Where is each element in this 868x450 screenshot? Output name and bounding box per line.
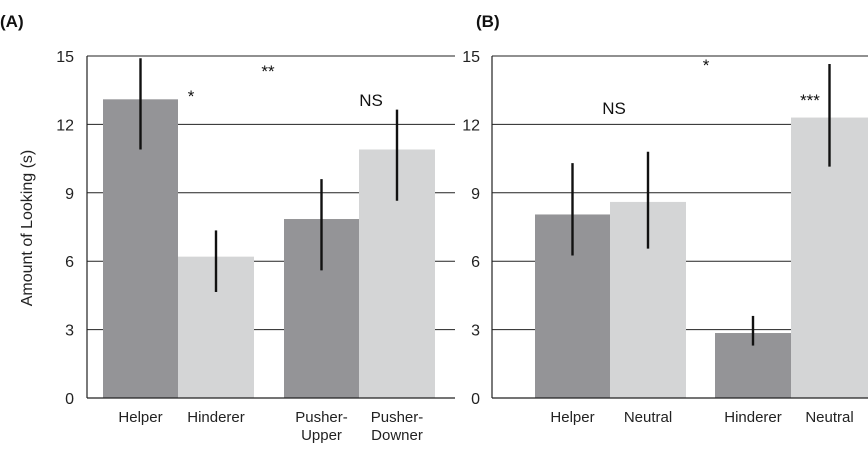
chart1-annotation-3: NS <box>359 91 383 110</box>
chart2-xtick-label-2: Neutral <box>624 409 672 426</box>
chart1-ytick-6: 6 <box>65 254 74 271</box>
chart2-annotation-1: * <box>703 56 710 75</box>
chart2-xtick-label-1: Helper <box>550 409 594 426</box>
chart1-xtick-label-4-line-1: Pusher- <box>371 409 424 426</box>
chart2-xtick-label-3: Hinderer <box>724 409 782 426</box>
chart1-ytick-12: 12 <box>56 117 74 134</box>
chart2-ytick-15: 15 <box>462 49 480 66</box>
chart1-annotation-2: ** <box>261 62 275 81</box>
chart1-ytick-3: 3 <box>65 323 74 340</box>
chart2-xtick-label-4: Neutral <box>805 409 853 426</box>
chart1-annotation-1: * <box>188 87 195 106</box>
chart2-annotation-2: NS <box>602 99 626 118</box>
chart2-annotation-3: *** <box>800 91 820 110</box>
chart2-ytick-3: 3 <box>471 323 480 340</box>
chart1-y-axis-label: Amount of Looking (s) <box>19 150 36 307</box>
chart2-ytick-6: 6 <box>471 254 480 271</box>
chart2-ytick-12: 12 <box>462 117 480 134</box>
chart1-xtick-label-3-line-2: Upper <box>301 427 342 444</box>
chart2-panel-label: (B) <box>476 12 500 31</box>
chart1-xtick-label-3-line-1: Pusher- <box>295 409 348 426</box>
chart2-ytick-0: 0 <box>471 391 480 408</box>
chart1-xtick-label-4-line-2: Downer <box>371 427 423 444</box>
chart1-panel-label: (A) <box>0 12 24 31</box>
chart1-xtick-label-2: Hinderer <box>187 409 245 426</box>
chart2-ytick-9: 9 <box>471 186 480 203</box>
chart1-ytick-9: 9 <box>65 186 74 203</box>
chart1-ytick-15: 15 <box>56 49 74 66</box>
chart1-xtick-label-1: Helper <box>118 409 162 426</box>
chart1-ytick-0: 0 <box>65 391 74 408</box>
